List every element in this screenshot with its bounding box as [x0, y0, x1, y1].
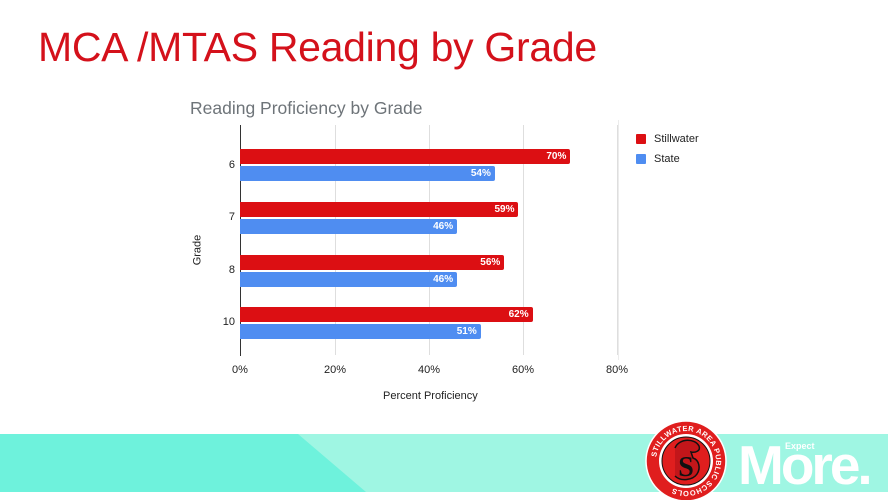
legend-label: State	[654, 153, 680, 165]
bar-value-label: 46%	[433, 274, 454, 285]
bar-stillwater-grade-8[interactable]: 56%	[240, 255, 505, 270]
gridline-40	[429, 125, 430, 355]
bar-state-grade-8[interactable]: 46%	[240, 272, 458, 287]
gridline-20	[335, 125, 336, 355]
bar-value-label: 59%	[494, 204, 515, 215]
bar-stillwater-grade-6[interactable]: 70%	[240, 149, 571, 164]
school-logo-icon: STILLWATER AREA PUBLIC SCHOOLS S	[645, 420, 727, 500]
legend-item-stillwater[interactable]: Stillwater	[636, 129, 699, 149]
y-tick-label: 7	[228, 211, 235, 223]
x-tick-label: 60%	[511, 364, 535, 376]
bar-value-label: 70%	[546, 151, 567, 162]
legend-swatch-red	[636, 134, 646, 144]
y-tick-label: 10	[222, 316, 235, 328]
x-axis-label: Percent Proficiency	[383, 390, 478, 402]
y-tick-label: 6	[228, 159, 235, 171]
bar-state-grade-10[interactable]: 51%	[240, 324, 481, 339]
legend-swatch-blue	[636, 154, 646, 164]
gridline-80	[617, 125, 618, 355]
bar-stillwater-grade-7[interactable]: 59%	[240, 202, 519, 217]
logo-letter: S	[678, 452, 694, 483]
brand-more-text: More.	[738, 434, 873, 496]
footer-band-accent	[0, 434, 366, 492]
brand-expect-text: Expect	[785, 441, 815, 451]
brand-tagline: More. Expect	[738, 434, 888, 494]
bar-value-label: 54%	[470, 168, 491, 179]
y-axis-line	[240, 125, 241, 356]
legend-item-state[interactable]: State	[636, 149, 699, 169]
chart-title: Reading Proficiency by Grade	[190, 98, 423, 118]
bar-value-label: 46%	[433, 221, 454, 232]
x-tick-label: 20%	[323, 364, 347, 376]
y-tick-label: 8	[228, 264, 235, 276]
x-tick-label: 40%	[417, 364, 441, 376]
legend-divider	[618, 120, 619, 360]
bar-value-label: 51%	[456, 326, 477, 337]
footer-band	[0, 434, 888, 492]
legend: Stillwater State	[636, 129, 699, 169]
bar-state-grade-6[interactable]: 54%	[240, 166, 495, 181]
bar-value-label: 62%	[508, 309, 529, 320]
bar-chart: 70% 54% 59% 46% 56% 46% 62% 51% 6 7 8 10 0% 20%…	[191, 120, 699, 402]
gridline-60	[523, 125, 524, 355]
legend-label: Stillwater	[654, 133, 699, 145]
bar-stillwater-grade-10[interactable]: 62%	[240, 307, 533, 322]
x-tick-label: 0%	[232, 364, 248, 376]
bar-state-grade-7[interactable]: 46%	[240, 219, 458, 234]
slide-title: MCA /MTAS Reading by Grade	[38, 24, 597, 70]
x-tick-label: 80%	[605, 364, 629, 376]
y-axis-label: Grade	[191, 234, 204, 266]
bar-value-label: 56%	[480, 257, 501, 268]
